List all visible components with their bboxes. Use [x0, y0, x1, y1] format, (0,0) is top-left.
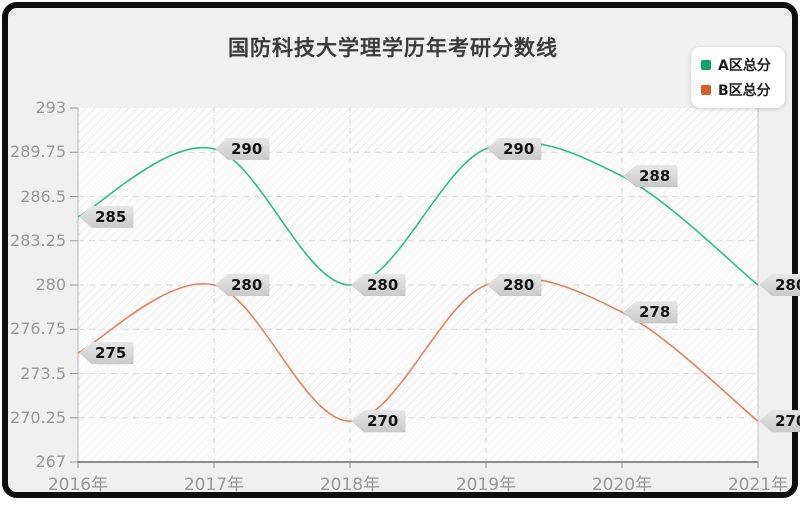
legend: A区总分 B区总分	[691, 47, 785, 108]
plot-area	[70, 107, 759, 468]
chart-frame: 国防科技大学理学历年考研分数线 267 270.25 273.5 276.75 280 2…	[2, 2, 800, 498]
plot-band	[78, 285, 758, 330]
plot-band	[78, 152, 758, 197]
plot-band	[78, 240, 758, 286]
chart-title: 国防科技大学理学历年考研分数线	[228, 36, 558, 60]
plot-band	[78, 108, 758, 153]
plot-band	[78, 329, 758, 374]
legend-label-b: B区总分	[718, 83, 771, 99]
legend-marker-a-icon	[701, 60, 711, 70]
plot-band	[78, 373, 758, 418]
legend-item-b-zone[interactable]: B区总分	[701, 80, 771, 100]
plot-band	[78, 417, 758, 463]
legend-item-a-zone[interactable]: A区总分	[701, 55, 771, 75]
legend-label-a: A区总分	[718, 58, 771, 74]
plot-band	[78, 196, 758, 241]
legend-marker-b-icon	[701, 85, 711, 95]
